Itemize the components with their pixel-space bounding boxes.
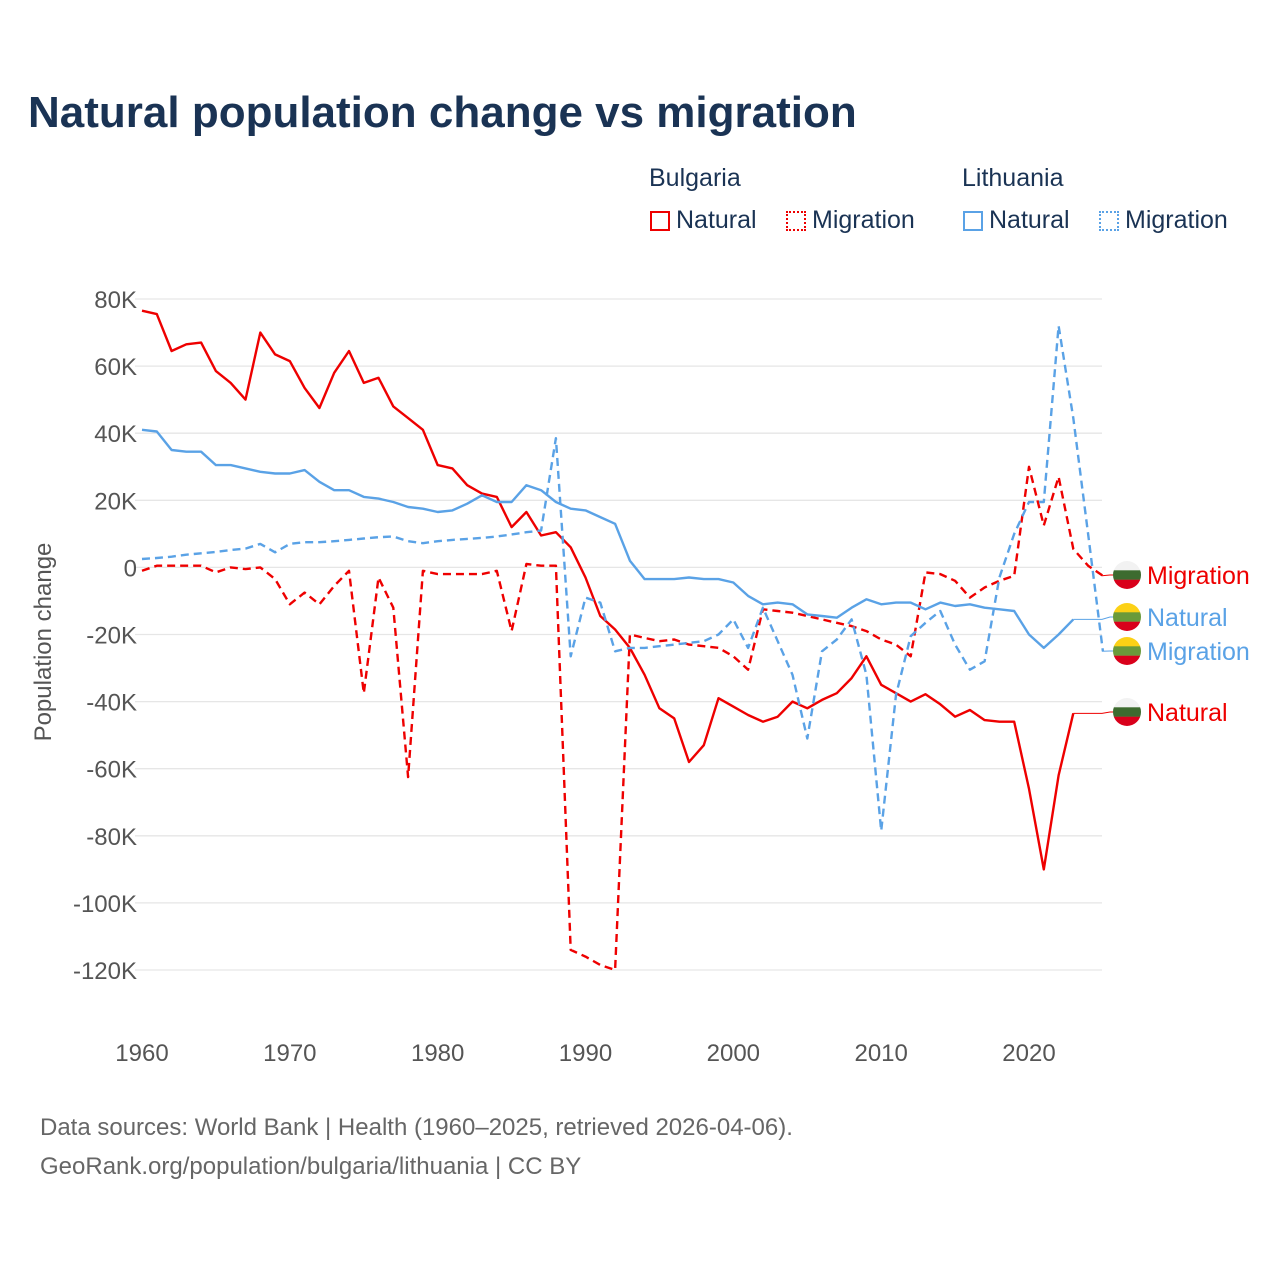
legend-item-bulgaria-migration[interactable]: Migration — [786, 206, 915, 235]
y-tick-label: -20K — [86, 623, 137, 650]
source-note: Data sources: World Bank | Health (1960–… — [40, 1114, 793, 1141]
bulgaria-flag-icon — [1113, 698, 1141, 726]
end-label-bulgaria-migration: Migration — [1147, 562, 1250, 590]
y-tick-label: 20K — [94, 488, 137, 515]
y-tick-label: -100K — [73, 891, 137, 918]
series-line-bulgaria-natural — [141, 309, 1075, 871]
y-tick-label: -40K — [86, 690, 137, 717]
legend-group-lithuania: Lithuania — [962, 164, 1064, 192]
end-label-bulgaria-natural: Natural — [1147, 699, 1228, 727]
dotted-swatch-icon — [786, 210, 806, 231]
label-connector — [1073, 616, 1114, 620]
lithuania-flag-icon — [1113, 603, 1141, 631]
x-tick-label: 1990 — [559, 1040, 612, 1067]
chart-title: Natural population change vs migration — [28, 88, 857, 137]
legend-label: Migration — [812, 206, 915, 234]
dotted-swatch-icon — [1099, 210, 1119, 231]
lithuania-flag-icon — [1113, 637, 1141, 665]
legend-group-bulgaria: Bulgaria — [649, 164, 741, 192]
legend-label: Migration — [1125, 206, 1228, 234]
end-label-lithuania-migration: Migration — [1147, 638, 1250, 666]
footer: Data sources: World Bank | Health (1960–… — [40, 1108, 793, 1186]
y-tick-label: -120K — [73, 958, 137, 985]
x-tick-label: 2000 — [707, 1040, 760, 1067]
solid-swatch-icon — [963, 210, 983, 231]
y-tick-label: -60K — [86, 757, 137, 784]
end-label-lithuania-natural: Natural — [1147, 604, 1228, 632]
y-tick-label: 0 — [124, 555, 137, 582]
attribution-link[interactable]: GeoRank.org/population/bulgaria/lithuani… — [40, 1153, 582, 1180]
series-line-bulgaria-migration — [141, 465, 1104, 972]
legend-label: Natural — [676, 206, 757, 234]
bulgaria-flag-icon — [1113, 561, 1141, 589]
y-tick-label: 40K — [94, 421, 137, 448]
label-connector — [1101, 574, 1114, 577]
y-axis-label: Population change — [30, 543, 57, 742]
x-tick-label: 2010 — [854, 1040, 907, 1067]
legend-item-lithuania-natural[interactable]: Natural — [963, 206, 1070, 235]
x-tick-label: 1970 — [263, 1040, 316, 1067]
series-line-lithuania-migration — [141, 324, 1105, 832]
y-tick-label: 60K — [94, 354, 137, 381]
legend-item-bulgaria-natural[interactable]: Natural — [650, 206, 757, 235]
series-line-lithuania-natural — [141, 428, 1075, 650]
label-connector — [1073, 711, 1114, 714]
x-tick-label: 2020 — [1002, 1040, 1055, 1067]
y-tick-label: -80K — [86, 824, 137, 851]
x-tick-label: 1960 — [115, 1040, 168, 1067]
x-tick-label: 1980 — [411, 1040, 464, 1067]
y-tick-label: 80K — [94, 287, 137, 314]
legend-label: Natural — [989, 206, 1070, 234]
solid-swatch-icon — [650, 210, 670, 231]
legend-item-lithuania-migration[interactable]: Migration — [1099, 206, 1228, 235]
